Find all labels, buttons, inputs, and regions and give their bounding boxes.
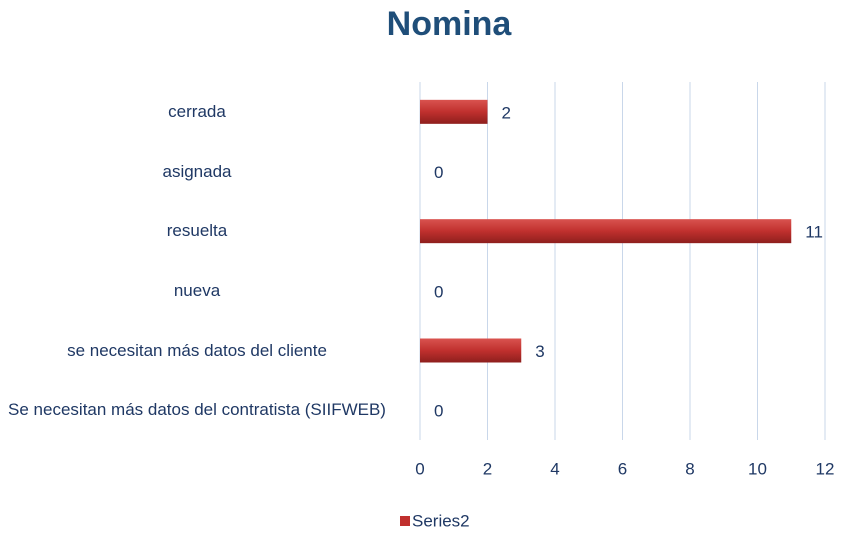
- y-tick-label: asignada: [162, 161, 232, 181]
- bar: [420, 99, 488, 124]
- y-tick-label: resuelta: [166, 221, 228, 241]
- x-tick-label: 12: [816, 459, 835, 478]
- x-tick-label: 4: [550, 459, 559, 478]
- bar: [420, 338, 522, 363]
- y-tick-label: nueva: [173, 280, 221, 300]
- x-tick-label: 10: [748, 459, 767, 478]
- x-tick-label: 0: [415, 459, 424, 478]
- legend-swatch: [400, 516, 410, 526]
- chart-title: Nomina: [387, 5, 513, 43]
- data-label: 3: [535, 342, 544, 361]
- data-label: 0: [434, 163, 443, 182]
- y-tick-label: se necesitan más datos del cliente: [67, 340, 327, 360]
- x-tick-label: 8: [685, 459, 694, 478]
- data-label: 0: [434, 282, 443, 301]
- bar: [420, 219, 792, 244]
- legend-label: Series2: [412, 511, 470, 530]
- y-tick-label: cerrada: [168, 101, 226, 121]
- data-label: 2: [502, 103, 511, 122]
- x-tick-label: 6: [618, 459, 627, 478]
- y-tick-label: Se necesitan más datos del contratista (…: [8, 400, 386, 420]
- x-tick-label: 2: [483, 459, 492, 478]
- data-label: 11: [805, 223, 823, 242]
- data-label: 0: [434, 402, 443, 421]
